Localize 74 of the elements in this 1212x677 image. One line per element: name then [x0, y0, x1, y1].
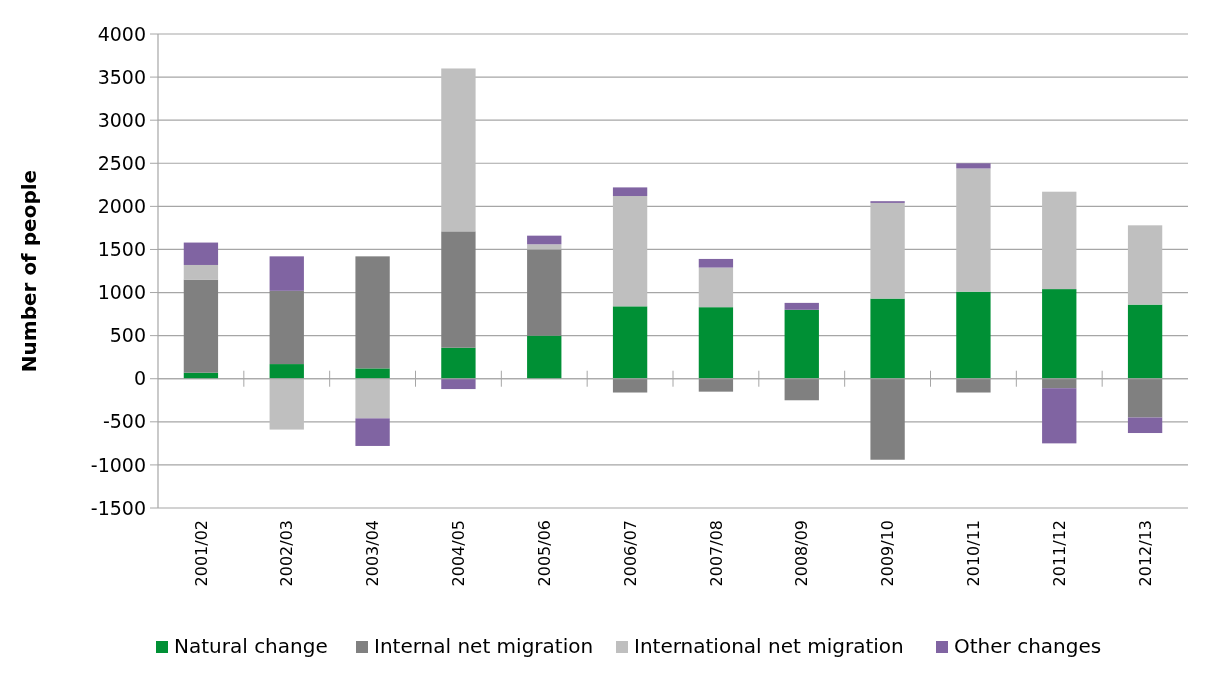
bar	[527, 244, 562, 250]
bar	[441, 378, 476, 390]
x-tick-label: 2001/02	[191, 520, 211, 587]
bar	[870, 202, 905, 299]
bar	[698, 307, 734, 379]
y-tick-label: -500	[102, 410, 146, 433]
bar	[698, 258, 734, 268]
bar	[1127, 304, 1163, 379]
y-tick-label: 0	[133, 367, 146, 390]
x-tick-label: 2002/03	[277, 520, 297, 587]
bar	[1042, 191, 1077, 290]
bar	[784, 378, 819, 401]
y-tick-label: 2500	[97, 151, 146, 174]
bar	[1127, 378, 1163, 418]
bar	[612, 306, 648, 379]
bar	[355, 418, 390, 446]
y-tick-label: 1000	[97, 281, 146, 304]
x-tick-label: 2008/09	[792, 520, 812, 587]
x-tick-label: 2003/04	[363, 520, 383, 587]
bar	[527, 335, 562, 379]
bar	[956, 291, 991, 379]
bar	[612, 187, 648, 197]
y-tick-label: 3000	[97, 108, 146, 131]
x-tick-label: 2005/06	[534, 520, 554, 587]
bar	[612, 378, 648, 393]
bar	[527, 235, 562, 245]
legend-label: International net migration	[634, 634, 904, 658]
x-tick-label: 2006/07	[620, 520, 640, 587]
bar	[269, 256, 304, 291]
legend-label: Internal net migration	[374, 634, 594, 658]
bar	[956, 168, 991, 292]
bar	[612, 196, 648, 307]
y-tick-label: -1500	[90, 496, 146, 519]
y-tick-label: 4000	[97, 22, 146, 45]
bar	[183, 279, 219, 373]
bar	[441, 231, 476, 348]
bar	[1127, 417, 1163, 434]
bar	[441, 347, 476, 379]
bar	[527, 249, 562, 336]
x-tick-label: 2011/12	[1049, 520, 1069, 587]
x-tick-label: 2004/05	[449, 520, 469, 587]
y-tick-label: 500	[109, 324, 146, 347]
bar	[441, 68, 476, 232]
x-tick-label: 2009/10	[878, 520, 898, 587]
bar	[355, 256, 390, 369]
bar	[870, 378, 905, 460]
bar	[1042, 388, 1077, 444]
legend-label: Other changes	[954, 634, 1102, 658]
y-tick-label: 1500	[97, 238, 146, 261]
x-tick-label: 2010/11	[964, 520, 984, 587]
bar	[1042, 378, 1077, 389]
y-tick-label: -1000	[90, 453, 146, 476]
bar	[269, 378, 304, 430]
bar	[355, 368, 390, 379]
y-tick-label: 2000	[97, 195, 146, 218]
bar	[870, 298, 905, 379]
bar	[183, 242, 219, 265]
bar	[269, 364, 304, 379]
y-axis-title: Number of people	[17, 169, 41, 373]
bar	[698, 378, 734, 392]
x-tick-label: 2012/13	[1135, 520, 1155, 587]
bar	[355, 378, 390, 419]
x-tick-label: 2007/08	[706, 520, 726, 587]
bar	[956, 378, 991, 393]
bar	[1127, 225, 1163, 305]
bar	[183, 264, 219, 280]
bar	[698, 267, 734, 308]
bar	[784, 302, 819, 310]
bar	[956, 163, 991, 169]
y-tick-label: 3500	[97, 65, 146, 88]
bar	[269, 290, 304, 365]
bar	[1042, 289, 1077, 379]
legend-label: Natural change	[174, 634, 328, 658]
bar	[784, 309, 819, 379]
